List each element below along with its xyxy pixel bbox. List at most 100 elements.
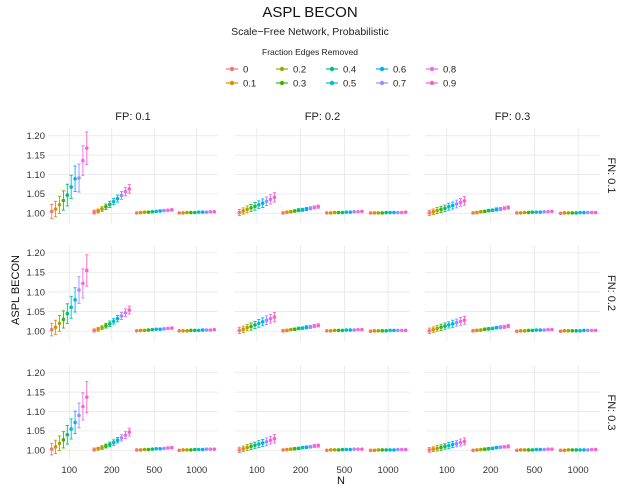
data-point [257,442,261,446]
data-point [530,328,535,333]
data-point [515,211,519,215]
data-point [368,329,373,334]
data-point [260,441,265,445]
data-point [578,210,582,215]
data-point [475,328,479,333]
data-point [486,208,491,213]
data-point [479,447,483,452]
data-point [593,328,598,333]
data-point [212,209,217,214]
col-strip-label: FP: 0.1 [115,111,150,123]
data-point [272,436,277,441]
data-point [506,205,510,210]
chart-title: ASPL BECON [262,4,357,21]
data-point [546,447,550,451]
data-point [376,329,381,333]
data-point [285,210,289,214]
y-tick-label: 1.05 [27,189,46,200]
legend-label: 0.7 [393,79,406,90]
data-point [325,211,329,215]
data-point [336,328,341,333]
data-point [166,208,170,213]
col-strip-label: FP: 0.2 [305,111,340,123]
data-point [81,281,85,286]
facet-panel [237,192,408,217]
data-point [185,448,189,452]
data-point [108,321,112,326]
legend-key-point [379,66,385,72]
data-point [348,447,353,452]
data-point [154,327,158,332]
y-tick-label: 1.10 [27,287,46,298]
data-point [458,440,463,445]
data-point [399,447,404,452]
data-point [119,436,124,440]
data-point [85,268,89,273]
data-point [443,206,447,211]
data-point [212,327,217,332]
data-point [439,445,443,450]
data-point [53,445,58,449]
data-point [498,207,503,211]
data-point [100,325,104,330]
data-point [177,211,181,215]
data-point [399,328,404,333]
data-point [427,448,432,452]
data-point [566,329,571,333]
data-point [454,320,459,325]
data-point [518,211,523,215]
data-point [77,288,81,292]
data-point [542,209,546,214]
data-point [558,329,563,334]
facet-panel [49,254,217,337]
data-point [85,395,89,399]
data-point [427,211,432,215]
y-tick-label: 1.10 [27,407,46,418]
data-point [502,445,507,449]
data-point [403,328,408,333]
data-point [292,327,297,332]
data-point [264,439,269,444]
data-point [526,448,531,452]
data-point [376,211,381,215]
data-point [352,447,356,451]
data-point [111,440,116,445]
data-point [336,210,341,215]
data-point [392,210,396,215]
data-point [494,445,499,450]
x-tick-label: 200 [104,465,120,476]
data-point [399,210,404,215]
data-point [57,202,62,207]
data-point [332,210,337,215]
data-point [368,211,373,215]
x-tick-label: 500 [146,465,162,476]
data-point [443,324,447,328]
x-tick-label: 1000 [186,465,207,476]
data-point [196,210,201,214]
data-point [170,208,174,212]
legend-label: 0 [243,65,248,76]
data-point [368,448,373,453]
data-point [475,210,479,215]
data-point [325,329,329,333]
data-point [538,447,543,452]
data-point [300,445,305,450]
data-point [447,323,451,327]
data-point [53,207,58,211]
data-point [515,448,519,453]
facet-panel [237,311,408,335]
x-tick-label: 1000 [568,465,589,476]
data-point [435,208,439,213]
data-point [562,329,567,333]
facet-panel [427,315,598,335]
data-point [388,448,392,452]
facet-panel [427,196,598,217]
data-point [193,328,197,333]
data-point [308,325,313,329]
data-point [586,210,590,215]
data-point [348,210,353,214]
data-point [356,447,360,451]
data-point [396,210,400,215]
facet-panel [427,437,598,453]
